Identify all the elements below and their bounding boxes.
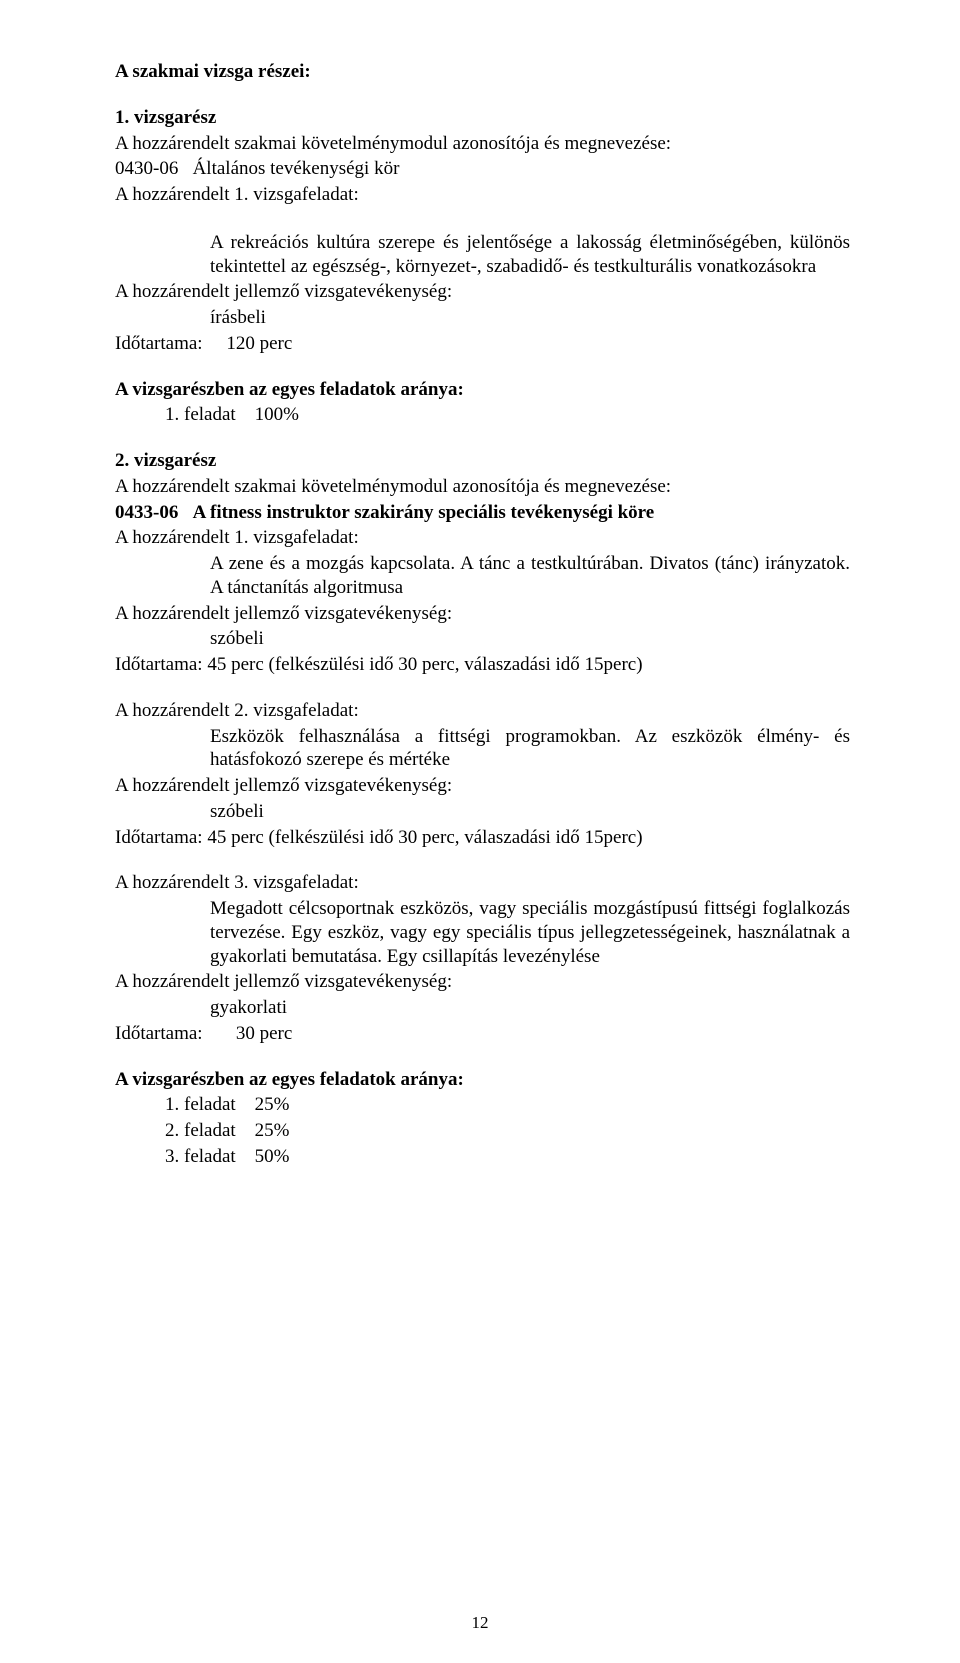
exam-part-2: 2. vizsgarész A hozzárendelt szakmai köv… — [115, 449, 850, 1169]
part2-t2-duration: Időtartama: 45 perc (felkészülési idő 30… — [115, 826, 850, 850]
part2-t3-desc: Megadott célcsoportnak eszközös, vagy sp… — [115, 897, 850, 968]
part2-modul-line: A hozzárendelt szakmai követelménymodul … — [115, 475, 850, 499]
part2-t1-duration: Időtartama: 45 perc (felkészülési idő 30… — [115, 653, 850, 677]
part2-ratio-label: A vizsgarészben az egyes feladatok arány… — [115, 1068, 850, 1092]
part2-t2-intro: A hozzárendelt 2. vizsgafeladat: — [115, 699, 850, 723]
part2-t3-duration-label: Időtartama: — [115, 1023, 203, 1044]
part2-t1-desc: A zene és a mozgás kapcsolata. A tánc a … — [115, 552, 850, 600]
part1-task-desc: A rekreációs kultúra szerepe és jelentős… — [115, 231, 850, 279]
part2-t2-activity-label: A hozzárendelt jellemző vizsgatevékenysé… — [115, 774, 850, 798]
part2-modul-id: 0433-06 A fitness instruktor szakirány s… — [115, 501, 850, 525]
part1-duration: Időtartama: 120 perc — [115, 332, 850, 356]
part1-task-intro: A hozzárendelt 1. vizsgafeladat: — [115, 183, 850, 207]
part2-modul-code: 0433-06 — [115, 502, 178, 523]
part2-t1-intro: A hozzárendelt 1. vizsgafeladat: — [115, 526, 850, 550]
part1-title: 1. vizsgarész — [115, 106, 850, 130]
part1-activity-label: A hozzárendelt jellemző vizsgatevékenysé… — [115, 280, 850, 304]
part1-activity-value: írásbeli — [115, 306, 850, 330]
part1-modul-id: 0430-06 Általános tevékenységi kör — [115, 157, 850, 181]
document-page: A szakmai vizsga részei: 1. vizsgarész A… — [0, 0, 960, 1663]
part2-t1-activity-value: szóbeli — [115, 627, 850, 651]
part2-ratio-3: 3. feladat 50% — [115, 1145, 850, 1169]
part2-modul-name: A fitness instruktor szakirány speciális… — [193, 502, 655, 523]
part2-t1-activity-label: A hozzárendelt jellemző vizsgatevékenysé… — [115, 602, 850, 626]
part2-t3-duration: Időtartama: 30 perc — [115, 1022, 850, 1046]
exam-part-1: 1. vizsgarész A hozzárendelt szakmai köv… — [115, 106, 850, 427]
part2-ratio-1: 1. feladat 25% — [115, 1093, 850, 1117]
part2-ratio-2: 2. feladat 25% — [115, 1119, 850, 1143]
part1-duration-label: Időtartama: — [115, 333, 203, 354]
section-heading: A szakmai vizsga részei: — [115, 60, 850, 84]
part1-modul-name: Általános tevékenységi kör — [193, 158, 400, 179]
part2-t3-duration-value: 30 perc — [236, 1023, 292, 1044]
page-number: 12 — [0, 1612, 960, 1633]
part1-ratio-label: A vizsgarészben az egyes feladatok arány… — [115, 378, 850, 402]
part2-t3-intro: A hozzárendelt 3. vizsgafeladat: — [115, 871, 850, 895]
part2-t2-desc: Eszközök felhasználása a fittségi progra… — [115, 725, 850, 773]
part1-modul-line: A hozzárendelt szakmai követelménymodul … — [115, 132, 850, 156]
part2-t3-activity-value: gyakorlati — [115, 996, 850, 1020]
part1-modul-code: 0430-06 — [115, 158, 178, 179]
part2-title: 2. vizsgarész — [115, 449, 850, 473]
part1-ratio-value: 1. feladat 100% — [115, 403, 850, 427]
part1-duration-value: 120 perc — [226, 333, 292, 354]
part2-t2-activity-value: szóbeli — [115, 800, 850, 824]
part2-t3-activity-label: A hozzárendelt jellemző vizsgatevékenysé… — [115, 970, 850, 994]
